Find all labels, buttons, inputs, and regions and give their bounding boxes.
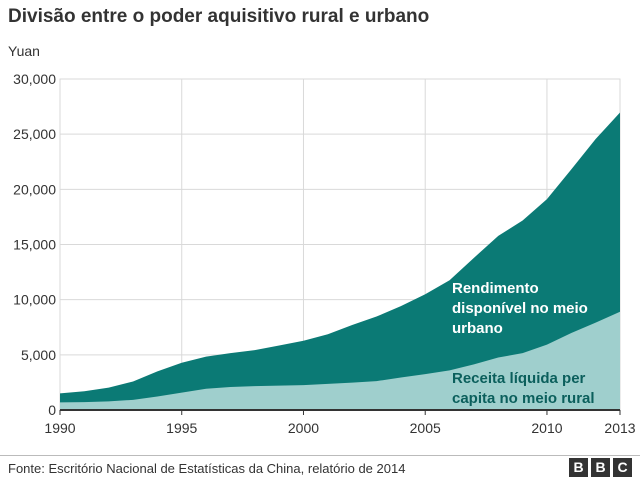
y-tick-label: 25,000	[13, 126, 56, 142]
y-axis-label: Yuan	[8, 43, 40, 59]
bbc-logo: B B C	[569, 458, 632, 477]
x-tick-label: 2000	[288, 420, 319, 436]
footer-divider	[0, 455, 640, 456]
axes: 0 5,000 10,000 15,000 20,000 25,000 30,000 1990…	[13, 71, 636, 436]
x-tick-label: 1995	[166, 420, 197, 436]
data-areas	[60, 112, 620, 410]
x-tick-label: 2010	[531, 420, 562, 436]
logo-letter: B	[569, 458, 588, 477]
source-note: Fonte: Escritório Nacional de Estatístic…	[8, 461, 406, 476]
y-tick-label: 5,000	[21, 347, 56, 363]
logo-letter: C	[613, 458, 632, 477]
y-tick-label: 0	[48, 402, 56, 418]
logo-letter: B	[591, 458, 610, 477]
chart-title: Divisão entre o poder aquisitivo rural e…	[8, 6, 430, 27]
rural-income-area	[60, 311, 620, 410]
y-tick-label: 15,000	[13, 237, 56, 253]
x-tick-label: 2005	[410, 420, 441, 436]
urban-income-area	[60, 112, 620, 410]
y-tick-label: 20,000	[13, 181, 56, 197]
urban-series-label: urbano	[452, 320, 503, 337]
y-tick-label: 30,000	[13, 71, 56, 87]
rural-series-label: capita no meio rural	[452, 390, 595, 407]
series-labels: Rendimento disponível no meio urbano Receit…	[452, 280, 595, 407]
y-tick-label: 10,000	[13, 292, 56, 308]
urban-series-label: Rendimento	[452, 280, 539, 297]
rural-series-label: Receita líquida per	[452, 370, 586, 387]
x-tick-label: 2013	[604, 420, 635, 436]
urban-series-label: disponível no meio	[452, 300, 588, 317]
x-tick-label: 1990	[44, 420, 75, 436]
